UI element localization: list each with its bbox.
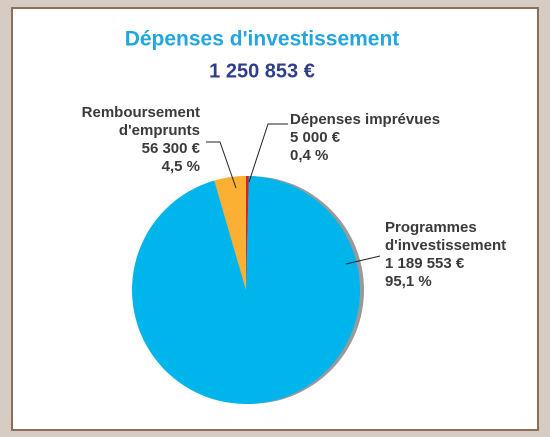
pie-slice — [246, 176, 249, 290]
leader-line — [248, 123, 288, 183]
value-label: 56 300 € — [142, 140, 201, 157]
leader-line — [345, 255, 381, 265]
value-label: 5 000 € — [290, 129, 341, 146]
pie-slice — [214, 176, 246, 290]
percentage-label: 0,4 % — [290, 147, 328, 164]
chart-subtitle: 1 250 853 € — [209, 60, 315, 82]
percentage-label: 4,5 % — [162, 158, 200, 175]
pie-slice — [132, 176, 361, 404]
category-label: Remboursement d'emprunts — [82, 104, 200, 139]
chart-title: Dépenses d'investissement — [125, 28, 400, 51]
leader-line — [206, 141, 237, 189]
percentage-label: 95,1 % — [385, 273, 432, 290]
value-label: 1 189 553 € — [385, 255, 465, 272]
pie — [132, 176, 361, 404]
category-label: Dépenses imprévues — [290, 111, 440, 128]
category-label: Programmes d'investissement — [385, 219, 506, 254]
